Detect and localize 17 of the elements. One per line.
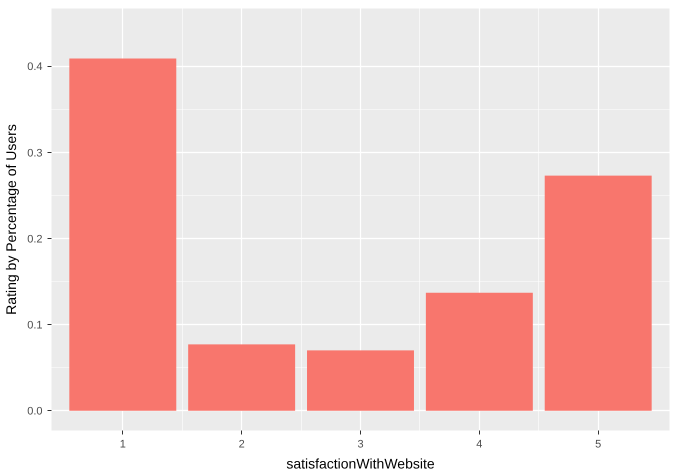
- bar: [307, 350, 414, 411]
- x-tick-label: 5: [595, 438, 602, 450]
- x-tick-label: 1: [120, 438, 126, 450]
- y-tick-label: 0.3: [27, 147, 43, 160]
- bar: [188, 344, 296, 411]
- bar: [426, 292, 533, 411]
- y-tick-label: 0.0: [27, 406, 43, 418]
- x-tick-label: 2: [238, 438, 245, 450]
- x-tick-label: 4: [476, 438, 482, 450]
- y-tick-label: 0.1: [27, 320, 43, 332]
- x-axis-title: satisfactionWithWebsite: [286, 456, 435, 472]
- x-tick-label: 3: [357, 438, 364, 450]
- y-tick-label: 0.4: [27, 61, 43, 74]
- bar: [69, 58, 176, 411]
- y-tick-label: 0.2: [27, 233, 43, 246]
- bar: [544, 176, 652, 411]
- y-axis-title: Rating by Percentage of Users: [3, 124, 20, 315]
